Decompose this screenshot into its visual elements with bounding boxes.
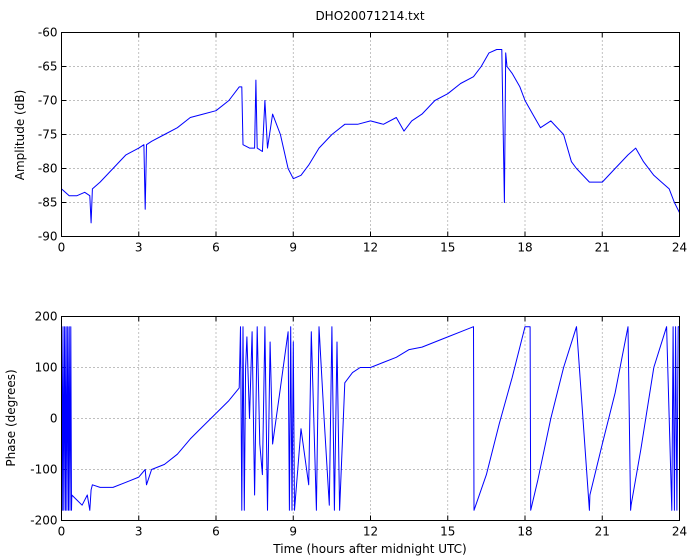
phase-xtick-label: 9 — [289, 525, 297, 539]
amplitude-ticks: 0 3 6 9 12 15 18 21 24 -90 -85 -80 -75 -70 -65 -60 — [38, 26, 687, 255]
phase-ytick-label: 200 — [35, 310, 58, 324]
amplitude-chart: DHO20071214.txt 0 3 6 9 12 15 18 21 24 -90 -85 -80 -… — [13, 9, 687, 255]
amplitude-ytick-label: -65 — [38, 60, 58, 74]
amplitude-xtick-label: 3 — [135, 241, 143, 255]
amplitude-y-axis-label: Amplitude (dB) — [13, 90, 27, 181]
amplitude-series-line — [61, 49, 680, 224]
amplitude-ytick-label: -90 — [38, 230, 58, 244]
chart-title: DHO20071214.txt — [315, 9, 424, 23]
amplitude-ytick-label: -60 — [38, 26, 58, 40]
amplitude-xtick-label: 0 — [58, 241, 66, 255]
phase-series-line — [61, 326, 680, 511]
amplitude-xtick-label: 18 — [517, 241, 532, 255]
amplitude-xtick-label: 9 — [289, 241, 297, 255]
phase-chart: 0 3 6 9 12 15 18 21 24 -200 -100 0 100 200 Phase (deg… — [4, 310, 687, 557]
phase-xtick-label: 6 — [212, 525, 220, 539]
phase-xtick-label: 21 — [595, 525, 610, 539]
amplitude-ytick-label: -75 — [38, 128, 58, 142]
phase-xtick-label: 0 — [58, 525, 66, 539]
amplitude-ytick-label: -80 — [38, 162, 58, 176]
phase-series — [61, 326, 680, 511]
amplitude-grid — [61, 32, 680, 237]
amplitude-xtick-label: 24 — [672, 241, 687, 255]
phase-ytick-label: 0 — [50, 412, 58, 426]
phase-xtick-label: 12 — [363, 525, 378, 539]
amplitude-series — [61, 49, 680, 224]
amplitude-xtick-label: 6 — [212, 241, 220, 255]
phase-xtick-label: 15 — [440, 525, 455, 539]
amplitude-xtick-label: 21 — [595, 241, 610, 255]
phase-xtick-label: 3 — [135, 525, 143, 539]
amplitude-axes-frame — [61, 32, 680, 237]
phase-ticks: 0 3 6 9 12 15 18 21 24 -200 -100 0 100 200 — [30, 310, 687, 539]
amplitude-xtick-label: 15 — [440, 241, 455, 255]
x-axis-label: Time (hours after midnight UTC) — [272, 542, 466, 556]
phase-y-axis-label: Phase (degrees) — [4, 369, 18, 466]
amplitude-xtick-label: 12 — [363, 241, 378, 255]
amplitude-ytick-label: -70 — [38, 94, 58, 108]
phase-axes-frame — [61, 316, 680, 521]
phase-ytick-label: -200 — [30, 514, 57, 528]
amplitude-ytick-label: -85 — [38, 196, 58, 210]
phase-ytick-label: 100 — [35, 361, 58, 375]
phase-ytick-label: -100 — [30, 463, 57, 477]
phase-xtick-label: 18 — [517, 525, 532, 539]
phase-xtick-label: 24 — [672, 525, 687, 539]
